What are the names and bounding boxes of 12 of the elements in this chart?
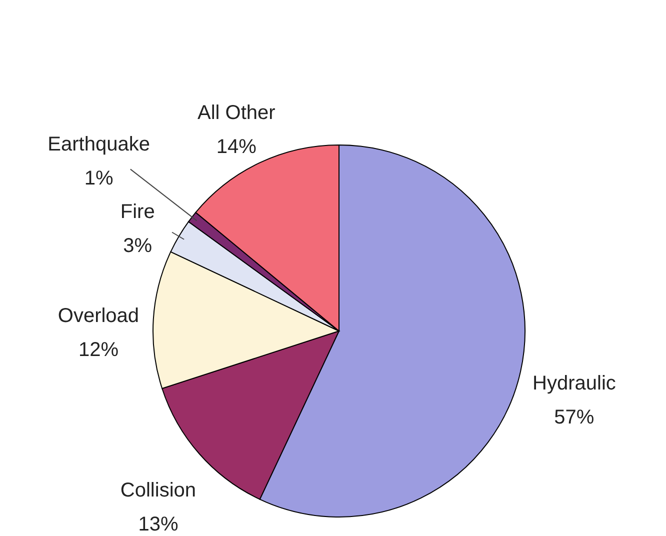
slice-label: Earthquake [48,134,150,156]
slice-label: Fire [120,200,155,223]
data-label: 13% [138,513,178,536]
data-label: 3% [123,234,152,257]
data-label: 57% [554,406,594,429]
slice-label: Overload [58,304,140,327]
slice-label: All Other [197,102,276,124]
data-label: 1% [84,168,114,190]
data-label: 14% [216,136,257,158]
slice-label: Collision [120,479,196,502]
slice-label: Hydraulic [532,372,616,395]
data-label: 12% [78,338,119,361]
